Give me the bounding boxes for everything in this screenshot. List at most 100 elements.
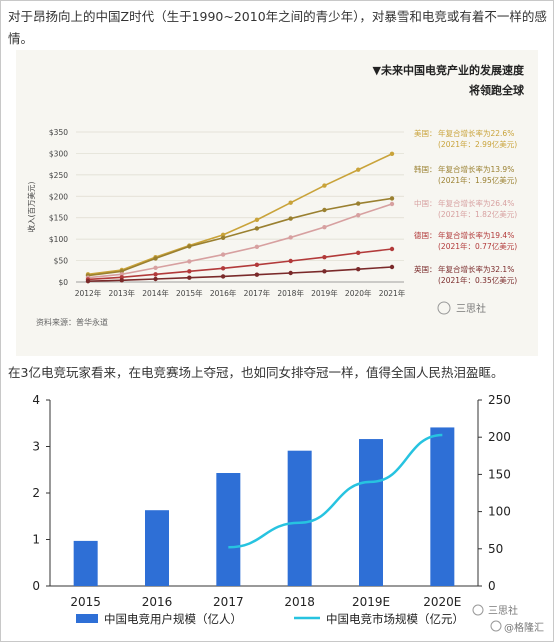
chart1-legend-growth: 年复合增长率为22.6% xyxy=(438,128,514,138)
esports-growth-chart-panel: ▼未来中国电竞产业的发展速度将领跑全球 $0 $50 $100 $150 $200 $250… xyxy=(16,50,538,356)
chart1-series-line-kr xyxy=(87,197,393,277)
chart1-point-kr xyxy=(187,244,192,249)
chart1-source: 资料来源：普华永道 xyxy=(36,317,108,327)
chart1-point-de xyxy=(187,269,192,274)
wechat-logo-icon xyxy=(437,301,451,315)
chart2-right-tick-label: 0 xyxy=(488,579,496,593)
chart1-point-cn xyxy=(322,224,327,230)
chart1-y-tick-label: $150 xyxy=(49,214,68,223)
chart1-legend-country: 韩国： xyxy=(414,164,437,174)
chart1-x-tick-label: 2021年 xyxy=(379,288,406,298)
chart1-point-us xyxy=(356,167,361,172)
chart1-point-de xyxy=(389,246,395,252)
gelonghui-logo-icon xyxy=(490,620,502,632)
chart1-point-kr xyxy=(356,201,361,206)
chart1-point-uk xyxy=(254,272,260,277)
chart2-watermark-1: 三思社 xyxy=(488,604,518,617)
chart1-y-tick-label: $250 xyxy=(49,171,68,180)
chart1-x-tick-label: 2012年 xyxy=(75,288,102,298)
chart1-series-line-us xyxy=(87,153,393,276)
chart1-x-tick-label: 2020年 xyxy=(345,288,372,298)
chart2-bar xyxy=(73,540,98,586)
chart1-point-kr xyxy=(254,226,260,231)
chart1-point-us xyxy=(389,151,395,157)
chart1-point-uk xyxy=(356,266,361,272)
chart1-x-tick-label: 2017年 xyxy=(244,288,271,298)
chart1-point-kr xyxy=(322,207,327,213)
chart1-point-us xyxy=(254,217,260,223)
chart2-watermark-2: @格隆汇 xyxy=(504,621,544,634)
chart2-bar xyxy=(287,450,312,586)
chart2-left-tick-label: 0 xyxy=(32,579,40,593)
intro-paragraph: 对于昂扬向上的中国Z时代（生于1990~2010年之间的青少年），对暴雪和电竞或… xyxy=(8,9,547,46)
chart2-bar xyxy=(145,510,169,586)
chart1-legend-country: 中国： xyxy=(414,198,437,208)
chart2-legend-bar-swatch xyxy=(76,614,98,623)
chart1-point-uk xyxy=(187,275,192,280)
chart1-point-kr xyxy=(389,196,395,201)
chart2-x-tick-label: 2019E xyxy=(352,595,390,609)
chart1-legend-country: 美国： xyxy=(414,128,437,138)
chart1-legend-value: (2021年：0.77亿美元) xyxy=(438,241,517,251)
chart1-x-tick-label: 2018年 xyxy=(277,288,304,298)
chart2-right-tick-label: 150 xyxy=(488,467,511,481)
chart1-x-tick-label: 2019年 xyxy=(311,288,338,298)
chart1-point-cn xyxy=(153,265,158,271)
chart1-point-cn xyxy=(187,259,192,264)
chart1-y-tick-label: $100 xyxy=(49,235,68,244)
chart1-point-us xyxy=(322,183,327,188)
chart1-legend-country: 英国： xyxy=(414,264,437,274)
chart1-y-tick-label: $0 xyxy=(58,278,68,287)
chart2-bar xyxy=(216,473,241,586)
chart2-x-tick-label: 2017 xyxy=(213,595,244,609)
chart1-point-uk xyxy=(322,269,327,274)
chart2-legend-bar-label: 中国电竞用户规模（亿人） xyxy=(104,612,242,626)
chart1-x-tick-label: 2016年 xyxy=(210,288,237,298)
chart2-left-tick-label: 3 xyxy=(32,440,40,454)
chart2-right-tick-label: 200 xyxy=(488,430,511,444)
chart1-point-kr xyxy=(153,256,158,261)
chart1-y-tick-label: $200 xyxy=(49,192,68,201)
chart1-legend-value: (2021年：0.35亿美元) xyxy=(438,275,517,285)
chart2-right-tick-label: 50 xyxy=(488,542,503,556)
chart1-y-tick-label: $350 xyxy=(49,128,68,137)
chart1-y-axis-label: 收入(百万美元) xyxy=(26,182,36,233)
chart1-x-tick-label: 2014年 xyxy=(142,288,169,298)
chart1-legend-growth: 年复合增长率为13.9% xyxy=(438,164,514,174)
chart2-bar xyxy=(359,439,383,586)
chart2-x-tick-label: 2020E xyxy=(423,595,461,609)
chart1-legend-country: 德国： xyxy=(414,230,437,240)
chart2-left-tick-label: 1 xyxy=(32,533,40,547)
chart1-legend-value: (2021年：1.95亿美元) xyxy=(438,175,517,185)
chart1-legend-growth: 年复合增长率为19.4% xyxy=(438,230,514,240)
chart1-point-kr xyxy=(288,216,293,221)
chart1-legend-growth: 年复合增长率为26.4% xyxy=(438,198,514,208)
chart1-point-uk xyxy=(220,274,226,279)
chart1-point-de xyxy=(322,254,327,260)
chart1-y-tick-label: $300 xyxy=(49,149,68,158)
chart1-point-de xyxy=(153,272,158,277)
chart2-x-tick-label: 2018 xyxy=(284,595,315,609)
chart1-subtitle: 将领跑全球 xyxy=(469,83,525,97)
chart1-y-tick-label: $50 xyxy=(54,257,69,266)
chart2-market-line xyxy=(228,433,443,549)
chart1-point-uk xyxy=(288,270,293,276)
mid-paragraph: 在3亿电竞玩家看来，在电竞赛场上夺冠，也如同女排夺冠一样，值得全国人民热泪盈眶。 xyxy=(8,365,504,380)
chart1-point-uk xyxy=(389,264,395,270)
chart1-series-line-cn xyxy=(87,203,393,279)
china-esports-combo-chart: 0 1 2 3 4 0 50 100 150 200 250 2015 2016 2017 2018 2019… xyxy=(32,393,544,634)
chart1-point-uk xyxy=(85,278,91,284)
chart1-title: ▼未来中国电竞产业的发展速度 xyxy=(373,63,525,77)
chart1-x-tick-label: 2013年 xyxy=(108,288,135,298)
chart1-point-cn xyxy=(389,201,395,207)
chart1-legend-value: (2021年：1.82亿美元) xyxy=(438,209,517,219)
chart2-x-tick-label: 2016 xyxy=(142,595,173,609)
chart1-series-line-uk xyxy=(87,266,393,282)
chart1-point-de xyxy=(220,266,226,271)
chart2-right-tick-label: 100 xyxy=(488,505,511,519)
chart2-bar xyxy=(430,427,455,586)
chart1-point-de xyxy=(254,262,260,268)
chart1-point-cn xyxy=(220,252,226,257)
chart1-point-cn xyxy=(288,235,293,240)
